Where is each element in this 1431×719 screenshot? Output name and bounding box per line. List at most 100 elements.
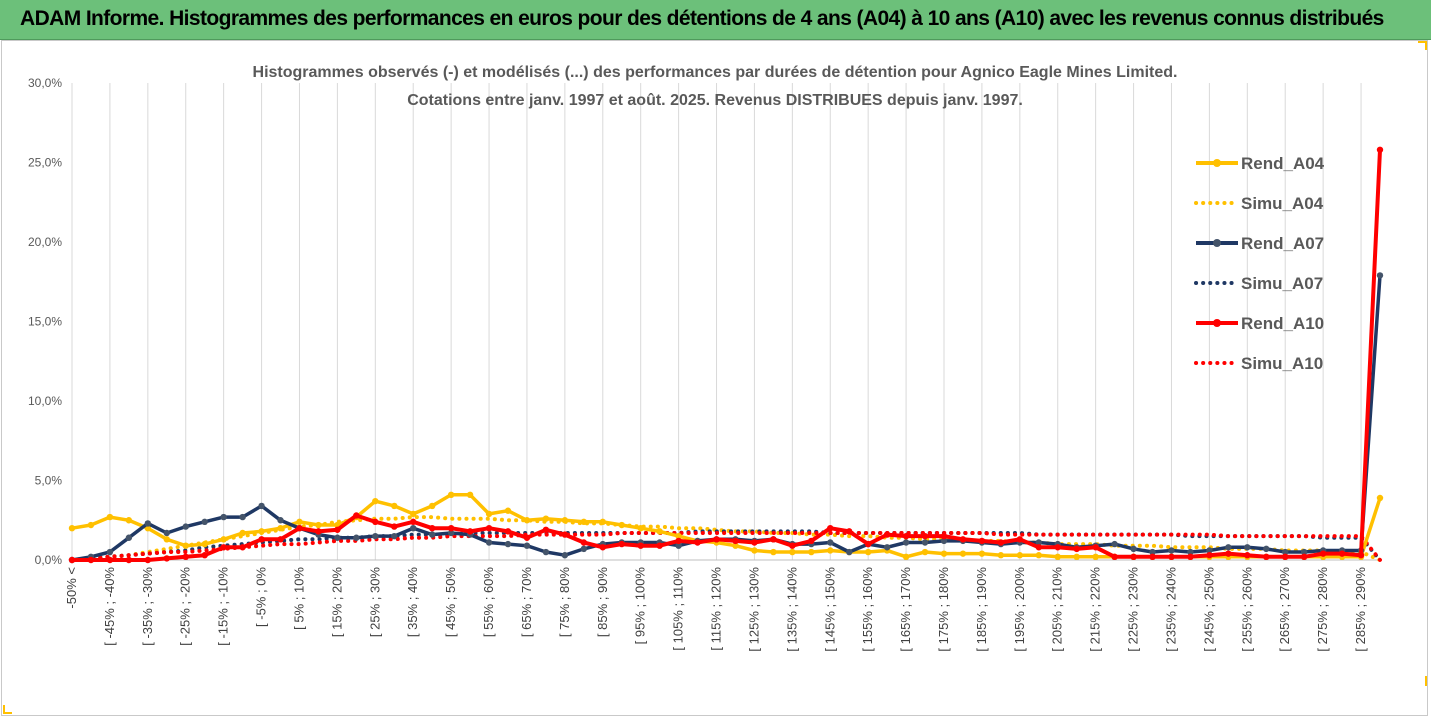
legend-marker — [1213, 159, 1221, 167]
data-point — [1092, 544, 1099, 551]
data-point — [163, 536, 170, 543]
x-tick-label: [ 55% ; 60% — [481, 567, 496, 638]
data-point — [599, 518, 606, 526]
legend-label: Rend_A07 — [1241, 234, 1324, 253]
data-point — [864, 540, 872, 548]
data-point — [1338, 550, 1346, 557]
data-point — [239, 513, 246, 521]
data-point — [125, 534, 133, 541]
data-point — [1357, 552, 1365, 559]
data-point — [770, 548, 777, 556]
legend-label: Rend_A04 — [1241, 154, 1325, 173]
x-tick-label: [ 195% ; 200% — [1012, 567, 1027, 652]
x-tick-label: [ 235% ; 240% — [1163, 567, 1178, 652]
data-point — [1168, 547, 1175, 554]
legend-item-Simu_A10: Simu_A10 — [1194, 354, 1323, 373]
data-point — [1016, 536, 1024, 543]
data-point — [902, 532, 910, 540]
data-point — [504, 528, 512, 535]
data-point — [163, 555, 170, 562]
data-point — [921, 532, 929, 540]
data-point — [978, 550, 986, 557]
data-point — [372, 497, 379, 505]
data-point — [1187, 548, 1194, 556]
data-point — [466, 491, 474, 499]
data-point — [978, 537, 986, 545]
data-point — [410, 518, 417, 526]
data-point — [523, 542, 531, 549]
data-point — [1319, 550, 1327, 557]
data-point — [656, 528, 663, 535]
data-point — [808, 548, 815, 556]
series-line — [71, 275, 1382, 562]
data-point — [220, 536, 227, 543]
data-point — [1282, 553, 1289, 561]
x-tick-label: [ 205% ; 210% — [1050, 567, 1065, 652]
y-axis-ticks: 0,0% 5,0% 10,0% 15,0% 20,0% 25,0% 30,0% — [28, 76, 62, 567]
corner-mark-bottom-left — [3, 705, 12, 714]
data-point — [1035, 539, 1042, 546]
data-point — [542, 548, 550, 556]
data-point — [296, 525, 303, 532]
data-point — [258, 502, 265, 510]
data-point — [447, 529, 455, 537]
data-point — [1244, 552, 1251, 559]
data-point — [239, 544, 246, 551]
data-point — [1300, 548, 1308, 556]
series-Simu_A04 — [70, 515, 1382, 562]
series-Simu_A07 — [70, 529, 1382, 562]
y-tick-label: 10,0% — [28, 394, 62, 408]
x-tick-label: [ -5% ; 0% — [254, 567, 269, 627]
x-tick-label: -50% < — [64, 567, 79, 609]
data-point — [883, 531, 891, 538]
data-point — [997, 552, 1005, 559]
data-point — [1111, 553, 1118, 561]
legend-marker — [1213, 319, 1221, 327]
data-point — [1206, 552, 1213, 559]
gridlines — [71, 83, 1380, 561]
data-point — [713, 536, 720, 543]
data-point — [694, 539, 701, 546]
data-point — [1073, 553, 1080, 561]
legend-marker — [1213, 239, 1221, 247]
data-point — [827, 547, 834, 554]
data-point — [997, 539, 1005, 546]
data-point — [1092, 553, 1099, 561]
data-point — [1149, 553, 1156, 561]
y-tick-label: 20,0% — [28, 235, 62, 249]
data-point — [220, 544, 227, 551]
data-point — [353, 512, 360, 519]
data-point — [1130, 545, 1137, 553]
legend-label: Simu_A04 — [1241, 194, 1324, 213]
data-point — [940, 537, 948, 545]
x-tick-label: [ -15% ; -10% — [216, 567, 231, 646]
data-point — [656, 542, 663, 549]
x-tick-label: [ 245% ; 250% — [1201, 567, 1216, 652]
series-line — [70, 529, 1382, 562]
data-point — [675, 532, 682, 540]
legend-item-Rend_A07: Rend_A07 — [1196, 234, 1324, 253]
data-point — [1376, 272, 1384, 279]
chart-title-line-2: Cotations entre janv. 1997 et août. 2025… — [407, 92, 1023, 109]
y-tick-label: 5,0% — [35, 474, 63, 488]
data-point — [580, 518, 588, 526]
x-axis-ticks: -50% < [ -45% ; -40% [ -35% ; -30% [ -25% ;… — [64, 567, 1368, 652]
series-Rend_A07 — [68, 272, 1384, 564]
data-point — [1300, 553, 1308, 561]
x-tick-label: [ 155% ; 160% — [860, 567, 875, 652]
x-tick-label: [ 125% ; 130% — [746, 567, 761, 652]
data-point — [106, 556, 114, 564]
data-point — [334, 526, 341, 533]
series-line — [72, 149, 1382, 562]
data-point — [68, 525, 76, 532]
data-point — [751, 547, 758, 554]
x-tick-label: [ 75% ; 80% — [557, 567, 572, 638]
data-point — [485, 525, 493, 532]
corner-mark-top-right — [1418, 41, 1427, 50]
data-point — [1016, 552, 1024, 559]
data-point — [1035, 544, 1042, 551]
x-tick-label: [ 215% ; 220% — [1088, 567, 1103, 652]
series-group — [68, 146, 1384, 564]
x-tick-label: [ 275% ; 280% — [1315, 567, 1330, 652]
data-point — [846, 528, 853, 535]
